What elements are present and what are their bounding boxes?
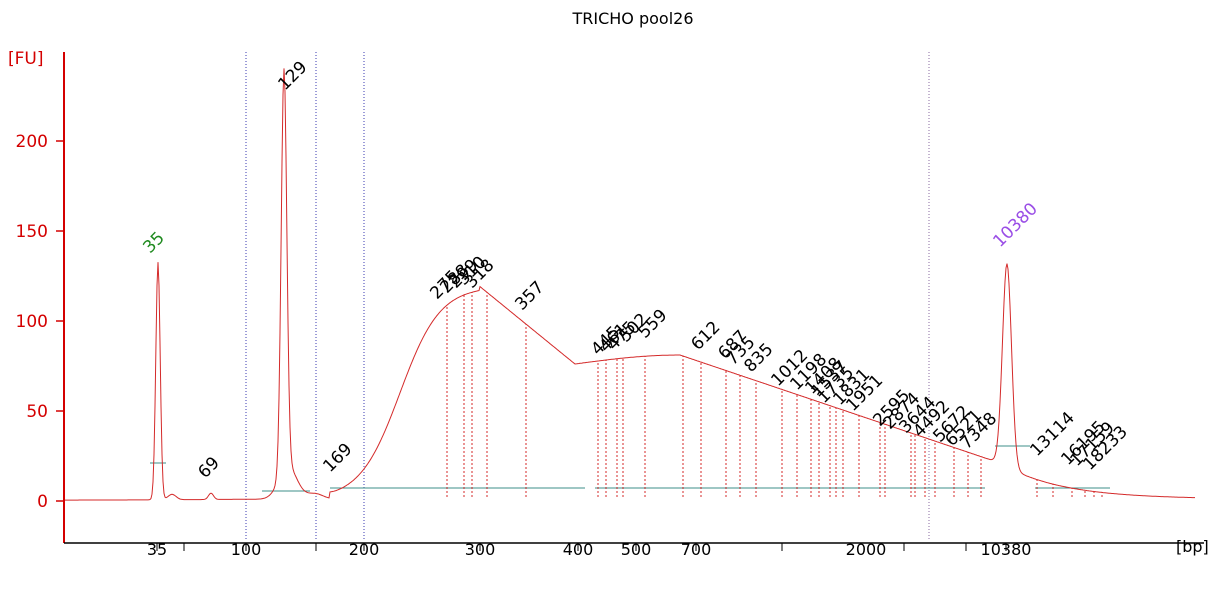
peak-label: 35 (139, 228, 168, 257)
x-tick-label: 500 (621, 540, 652, 559)
y-tick-label: 50 (26, 402, 48, 422)
y-tick-label: 0 (37, 492, 48, 512)
peak-label: 10380 (989, 199, 1041, 251)
y-tick-label: 200 (16, 132, 48, 152)
baselines (150, 445, 1110, 492)
x-tick-label: 2000 (846, 540, 887, 559)
y-axis-label: [FU] (8, 49, 44, 69)
y-tick-label: 100 (16, 312, 48, 332)
peak-label: 129 (274, 57, 311, 94)
x-tick-label: 100 (231, 540, 262, 559)
x-tick-label: 400 (563, 540, 594, 559)
x-axis-label: [bp] (1176, 537, 1209, 556)
peak-label: 559 (634, 305, 671, 342)
x-tick-label: 10380 (981, 540, 1032, 559)
axes (63, 52, 1204, 544)
x-ticks: 35 100 200 300 400 500 700 2000 10380 (147, 540, 1032, 559)
x-tick-label: 35 (147, 540, 167, 559)
peak-labels: 3569129169275288299310318357445461475502… (139, 57, 1131, 482)
chart-title: TRICHO pool26 (571, 9, 693, 28)
x-tick-label: 700 (681, 540, 712, 559)
peak-label: 169 (319, 439, 356, 476)
peak-label: 69 (194, 453, 223, 482)
fluorescence-trace (64, 68, 1195, 501)
y-tick-label: 150 (16, 222, 48, 242)
x-tick-label: 300 (465, 540, 496, 559)
peak-dividers (446, 292, 1103, 497)
x-tick-label: 200 (349, 540, 380, 559)
ladder-reference-lines (245, 52, 930, 541)
y-ticks: 0 50 100 150 200 (16, 132, 64, 512)
peak-label: 357 (511, 277, 548, 314)
